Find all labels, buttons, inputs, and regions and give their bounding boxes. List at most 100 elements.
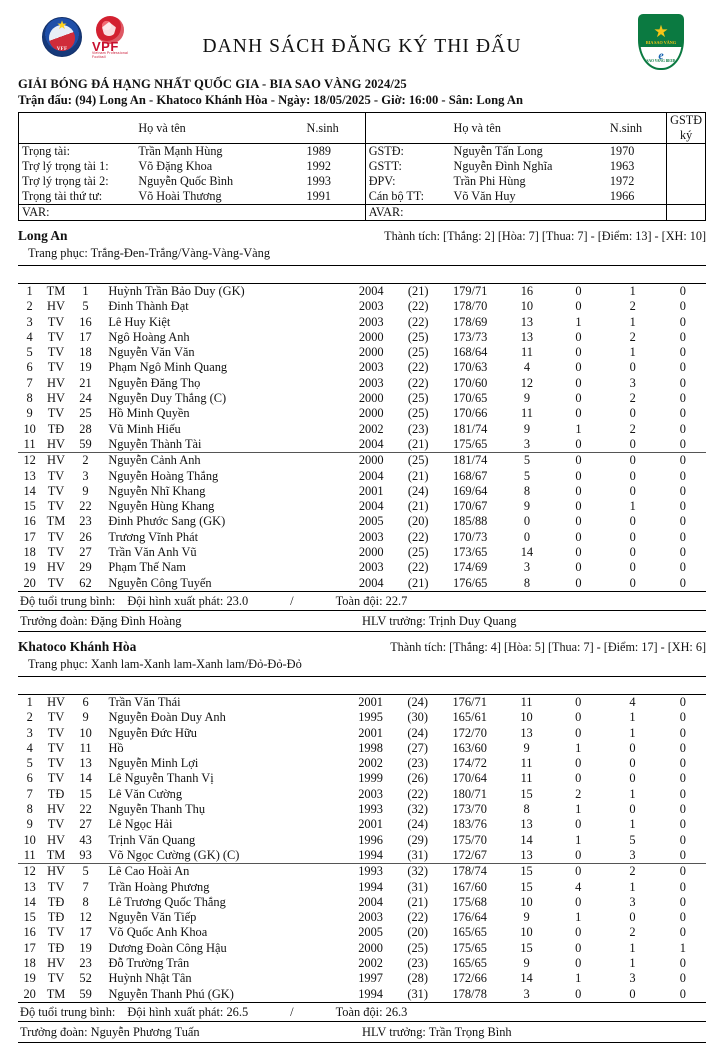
player-matches: 13 bbox=[520, 329, 534, 344]
average-age-label: Độ tuổi trung bình: bbox=[20, 1004, 116, 1019]
player-row: 16 TM 23 Đinh Phước Sang (GK) 2005 (20) 185/88… bbox=[18, 514, 706, 529]
player-row: 5 TV 18 Nguyễn Văn Văn 2000 (25) 168/64 11 0 1 0 bbox=[18, 345, 706, 360]
player-sa: 12 bbox=[79, 910, 92, 925]
player-red: 0 bbox=[679, 468, 686, 483]
player-name: Nguyễn Thanh Thụ bbox=[108, 802, 206, 817]
team-name: Long An bbox=[18, 228, 68, 243]
player-goals: 1 bbox=[575, 832, 582, 847]
player-tt: 4 bbox=[26, 329, 33, 344]
player-goals: 0 bbox=[575, 329, 582, 344]
column-header-name bbox=[100, 676, 344, 695]
player-hw: 172/66 bbox=[452, 971, 487, 986]
player-red: 0 bbox=[679, 955, 686, 970]
player-yellow: 1 bbox=[629, 817, 636, 832]
player-hw: 163/60 bbox=[452, 740, 487, 755]
player-matches: 15 bbox=[520, 879, 533, 894]
player-vt: TV bbox=[47, 756, 65, 771]
player-age: (20) bbox=[407, 514, 429, 529]
player-tt: 3 bbox=[26, 314, 33, 329]
player-age: (21) bbox=[407, 575, 429, 590]
player-red: 0 bbox=[679, 375, 686, 390]
column-header-height-weight bbox=[437, 265, 503, 284]
player-hw: 170/67 bbox=[452, 499, 488, 514]
player-born: 2000 bbox=[358, 329, 384, 344]
player-yellow: 0 bbox=[629, 575, 636, 590]
player-tt: 1 bbox=[26, 694, 33, 709]
official-role: ĐPV: bbox=[364, 174, 451, 189]
officials-signature-header: GSTĐ ký bbox=[666, 112, 706, 144]
player-matches: 9 bbox=[523, 740, 530, 755]
player-sa: 17 bbox=[79, 925, 92, 940]
player-row: 13 TV 3 Nguyễn Hoàng Thắng 2004 (21) 168/67 5 0 0… bbox=[18, 469, 706, 484]
player-hw: 178/78 bbox=[452, 986, 487, 1001]
player-goals: 0 bbox=[575, 575, 582, 590]
player-matches: 10 bbox=[520, 925, 533, 940]
player-born: 2003 bbox=[358, 299, 384, 314]
vff-star-icon: ★ bbox=[56, 17, 68, 32]
player-vt: TV bbox=[47, 314, 65, 329]
player-vt: TV bbox=[47, 360, 65, 375]
player-age: (24) bbox=[407, 694, 428, 709]
player-hw: 170/73 bbox=[452, 529, 488, 544]
player-row: 15 TĐ 12 Nguyễn Văn Tiếp 2003 (22) 176/64 9 1 0 0 bbox=[18, 910, 706, 925]
player-red: 0 bbox=[679, 284, 686, 298]
team-heading-row: Khatoco Khánh Hòa Thành tích: [Thắng: 4]… bbox=[18, 639, 706, 655]
player-age: (22) bbox=[407, 529, 429, 544]
average-age-row: Độ tuổi trung bình: Đội hình xuất phát: … bbox=[18, 592, 706, 611]
player-name: Lê Nguyễn Thanh Vị bbox=[108, 771, 214, 786]
player-tt: 9 bbox=[26, 406, 33, 421]
player-row: 17 TV 26 Trương Vĩnh Phát 2003 (22) 170/73 0 0 0 0 bbox=[18, 530, 706, 545]
official-born: 1966 bbox=[609, 189, 635, 203]
official-born: 1963 bbox=[609, 159, 635, 173]
player-vt: HV bbox=[47, 802, 65, 817]
player-goals: 0 bbox=[575, 391, 582, 406]
player-goals: 0 bbox=[575, 756, 582, 771]
player-hw: 185/88 bbox=[452, 514, 488, 529]
player-age: (23) bbox=[407, 421, 429, 436]
player-age: (32) bbox=[407, 802, 428, 817]
player-goals: 1 bbox=[575, 421, 582, 436]
player-row: 14 TV 9 Nguyễn Nhĩ Khang 2001 (24) 169/64 8 0 0 0 bbox=[18, 484, 706, 499]
player-red: 0 bbox=[679, 345, 686, 360]
player-matches: 8 bbox=[523, 802, 530, 817]
player-goals: 0 bbox=[575, 483, 582, 498]
average-separator: / bbox=[290, 593, 294, 608]
player-row: 6 TV 19 Phạm Ngô Minh Quang 2003 (22) 170/63 4 0… bbox=[18, 360, 706, 375]
player-hw: 174/69 bbox=[452, 560, 488, 575]
player-tt: 4 bbox=[26, 740, 33, 755]
player-row: 11 TM 93 Võ Ngọc Cường (GK) (C) 1994 (31) 172/… bbox=[18, 847, 706, 865]
player-red: 0 bbox=[679, 314, 686, 329]
player-red: 0 bbox=[679, 725, 686, 740]
official-name: Võ Hoài Thương bbox=[138, 189, 222, 203]
player-vt: HV bbox=[41, 436, 71, 454]
player-yellow: 0 bbox=[629, 771, 636, 786]
player-age: (21) bbox=[407, 284, 429, 298]
player-name: Trần Văn Anh Vũ bbox=[108, 545, 197, 560]
player-name: Nguyễn Cảnh Anh bbox=[108, 453, 201, 468]
player-yellow: 0 bbox=[629, 802, 636, 817]
player-goals: 1 bbox=[575, 740, 582, 755]
player-goals: 4 bbox=[575, 879, 582, 894]
player-born: 2002 bbox=[358, 756, 383, 771]
player-goals: 0 bbox=[575, 894, 582, 909]
player-matches: 15 bbox=[520, 940, 533, 955]
player-age: (25) bbox=[407, 406, 429, 421]
player-tt: 6 bbox=[26, 360, 33, 375]
column-header-sa bbox=[70, 265, 101, 284]
page-title: DANH SÁCH ĐĂNG KÝ THI ĐẤU bbox=[202, 36, 522, 57]
var-born bbox=[303, 204, 366, 221]
player-hw: 165/61 bbox=[452, 710, 487, 725]
player-yellow: 0 bbox=[629, 529, 636, 544]
player-vt: TV bbox=[47, 468, 65, 483]
official-role: Trợ lý trọng tài 1: bbox=[22, 159, 109, 173]
player-hw: 175/65 bbox=[437, 436, 503, 454]
team-block-2: Khatoco Khánh Hòa Thành tích: [Thắng: 4]… bbox=[18, 639, 706, 1043]
player-age: (23) bbox=[407, 756, 428, 771]
player-matches: 13 bbox=[520, 725, 533, 740]
player-age: (25) bbox=[407, 545, 429, 560]
player-sa: 9 bbox=[82, 483, 89, 498]
player-vt: TV bbox=[47, 529, 65, 544]
player-sa: 28 bbox=[79, 421, 92, 436]
column-header-yellow-cards bbox=[605, 676, 660, 695]
player-matches: 5 bbox=[523, 468, 531, 483]
